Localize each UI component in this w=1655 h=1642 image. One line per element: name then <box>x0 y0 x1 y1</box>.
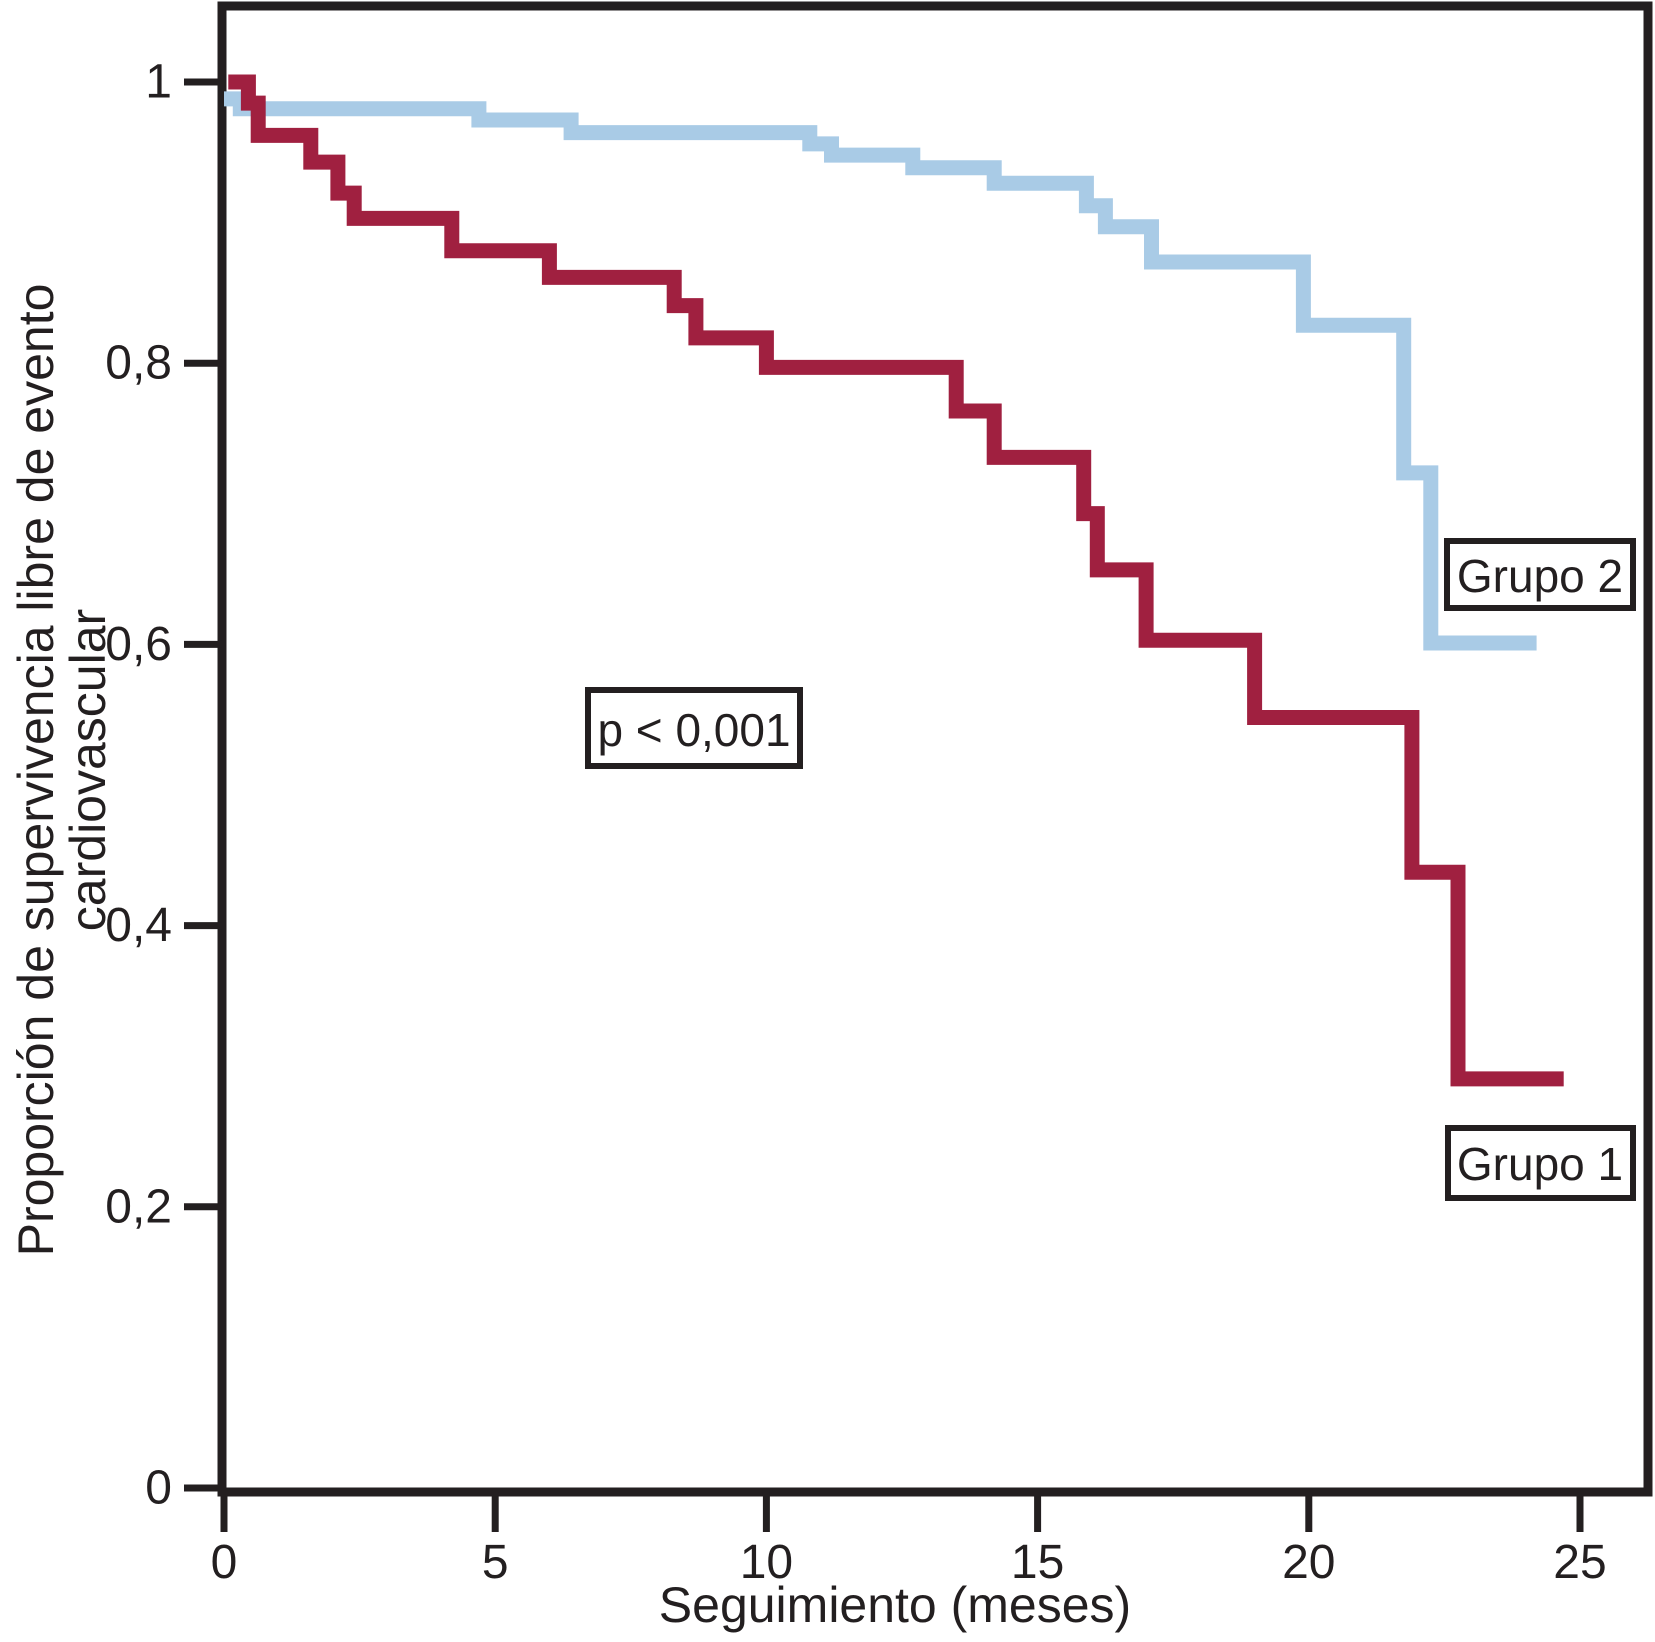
y-tick-label: 0,8 <box>105 337 172 390</box>
series-grupo1-line <box>228 74 1564 1087</box>
x-axis-title: Seguimiento (meses) <box>659 1577 1131 1633</box>
y-axis-ticks <box>184 78 222 1492</box>
y-tick-label: 0,4 <box>105 899 172 952</box>
y-axis-tick-labels: 0 0,2 0,4 0,6 0,8 1 <box>105 56 172 1515</box>
grupo2-label: Grupo 2 <box>1457 550 1623 602</box>
series-grupo2-line <box>224 91 1537 651</box>
grupo1-label: Grupo 1 <box>1457 1138 1623 1190</box>
x-tick-label: 25 <box>1553 1536 1606 1589</box>
y-axis-title-line1: Proporción de supervivencia libre de eve… <box>8 284 64 1257</box>
p-value-label: p < 0,001 <box>597 704 790 756</box>
y-tick-label: 0,2 <box>105 1180 172 1233</box>
x-tick-label: 10 <box>740 1536 793 1589</box>
x-axis-ticks <box>220 1492 1584 1532</box>
x-tick-label: 5 <box>482 1536 509 1589</box>
y-tick-label: 0,6 <box>105 618 172 671</box>
y-axis-title-line2: cardiovascular <box>60 609 116 931</box>
plot-frame <box>217 1 1653 1497</box>
p-value-box <box>585 687 803 769</box>
y-tick-label: 1 <box>145 56 172 109</box>
grupo2-label-box <box>1444 538 1636 611</box>
x-tick-label: 20 <box>1282 1536 1335 1589</box>
x-axis-tick-labels: 0 5 10 15 20 25 <box>211 1536 1607 1589</box>
y-tick-label: 0 <box>145 1462 172 1515</box>
x-tick-label: 15 <box>1011 1536 1064 1589</box>
grupo1-label-box <box>1445 1125 1636 1201</box>
x-tick-label: 0 <box>211 1536 238 1589</box>
